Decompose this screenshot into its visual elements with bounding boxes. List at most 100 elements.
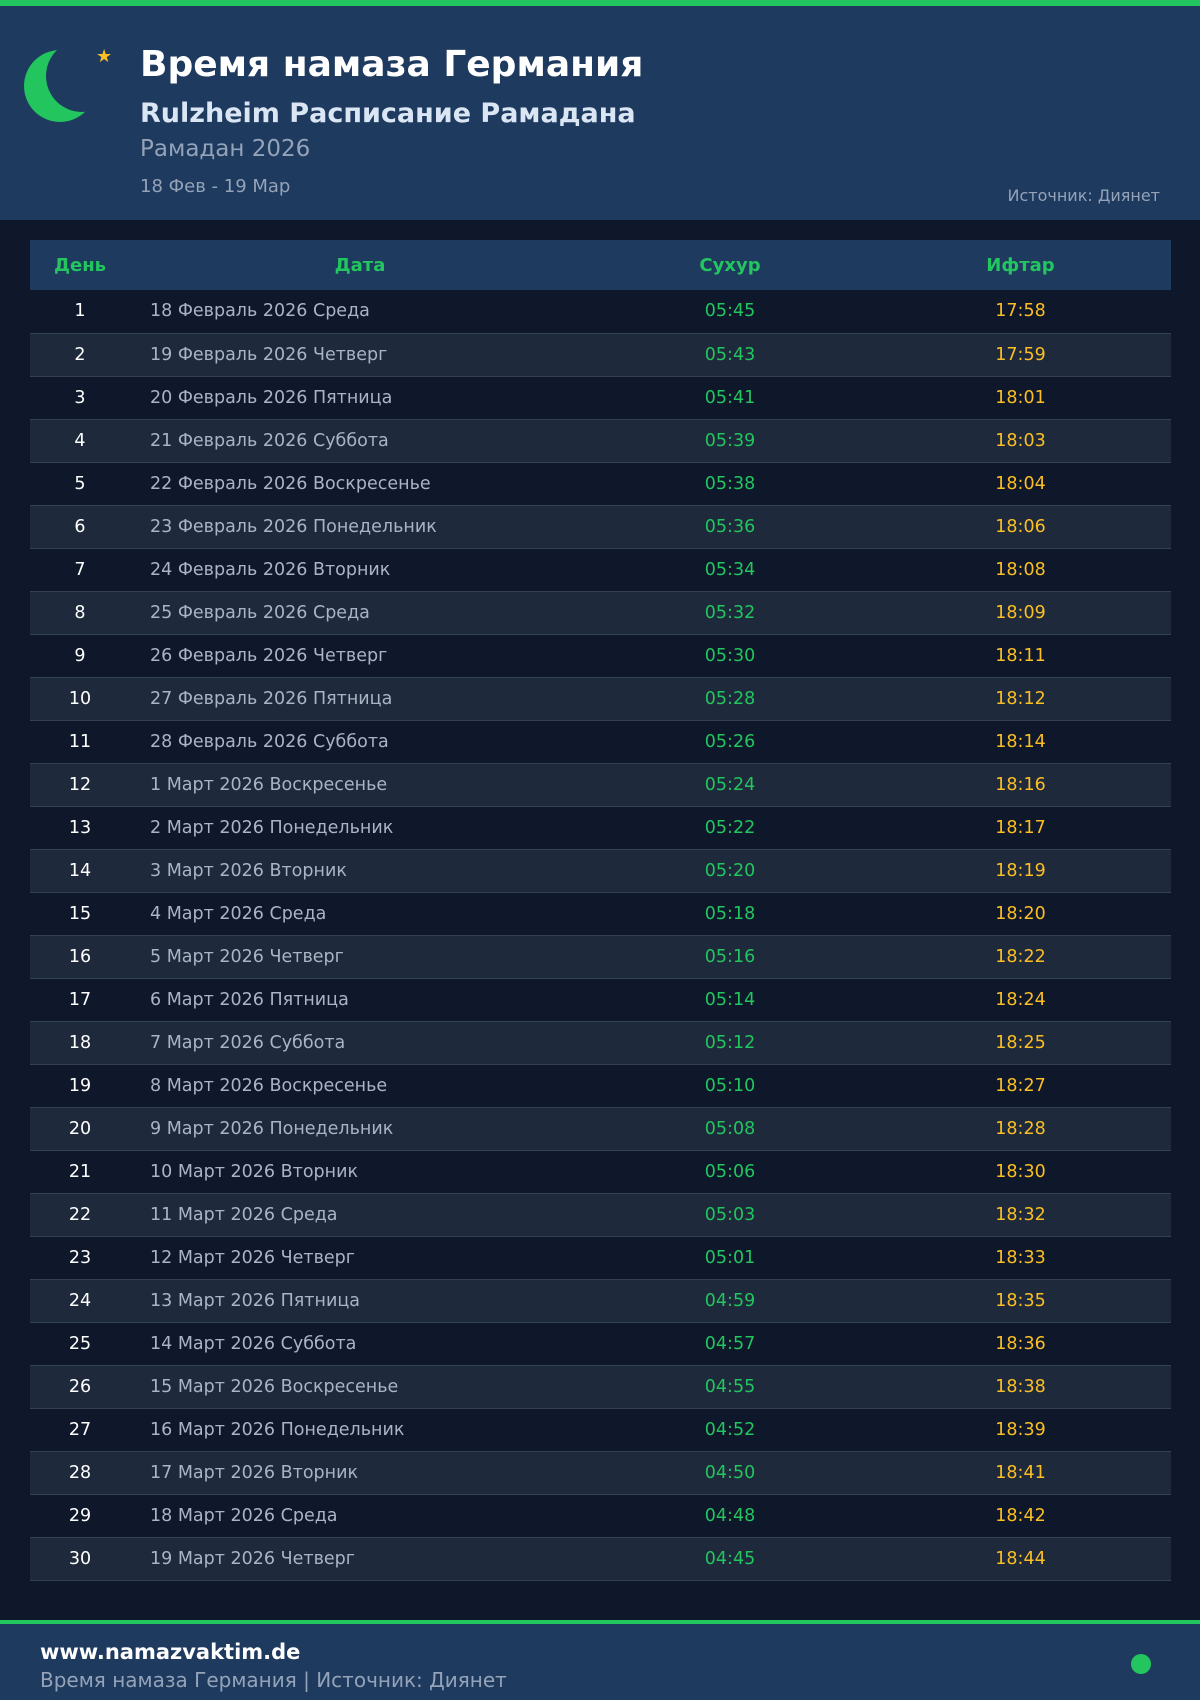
suhur-cell: 05:28 [590, 677, 870, 721]
date-cell: 17 Март 2026 Вторник [130, 1451, 590, 1495]
column-header-iftar: Ифтар [870, 240, 1171, 290]
date-cell: 1 Март 2026 Воскресенье [130, 763, 590, 807]
iftar-cell: 18:25 [870, 1021, 1171, 1065]
suhur-cell: 05:10 [590, 1064, 870, 1108]
suhur-cell: 05:22 [590, 806, 870, 850]
date-cell: 28 Февраль 2026 Суббота [130, 720, 590, 764]
suhur-cell: 05:03 [590, 1193, 870, 1237]
suhur-cell: 04:55 [590, 1365, 870, 1409]
header: ★ Время намаза Германия Rulzheim Расписа… [0, 6, 1200, 220]
column-header-suhur: Сухур [590, 240, 870, 290]
iftar-cell: 18:03 [870, 419, 1171, 463]
iftar-cell: 18:01 [870, 376, 1171, 420]
date-range: 18 Фев - 19 Мар [140, 176, 291, 197]
suhur-cell: 04:52 [590, 1408, 870, 1452]
day-cell: 1 [30, 290, 130, 334]
suhur-cell: 05:43 [590, 333, 870, 377]
iftar-cell: 18:24 [870, 978, 1171, 1022]
date-cell: 7 Март 2026 Суббота [130, 1021, 590, 1065]
date-cell: 12 Март 2026 Четверг [130, 1236, 590, 1280]
suhur-cell: 05:14 [590, 978, 870, 1022]
suhur-cell: 05:41 [590, 376, 870, 420]
table-row: 18 7 Март 2026 Суббота 05:12 18:25 [30, 1021, 1171, 1065]
table-row: 9 26 Февраль 2026 Четверг 05:30 18:11 [30, 634, 1171, 678]
day-cell: 17 [30, 978, 130, 1022]
suhur-cell: 05:26 [590, 720, 870, 764]
iftar-cell: 18:42 [870, 1494, 1171, 1538]
suhur-cell: 05:12 [590, 1021, 870, 1065]
table-row: 25 14 Март 2026 Суббота 04:57 18:36 [30, 1322, 1171, 1366]
table-row: 30 19 Март 2026 Четверг 04:45 18:44 [30, 1537, 1171, 1581]
iftar-cell: 18:09 [870, 591, 1171, 635]
iftar-cell: 18:30 [870, 1150, 1171, 1194]
day-cell: 7 [30, 548, 130, 592]
suhur-cell: 04:45 [590, 1537, 870, 1581]
table-row: 7 24 Февраль 2026 Вторник 05:34 18:08 [30, 548, 1171, 592]
iftar-cell: 18:35 [870, 1279, 1171, 1323]
date-cell: 5 Март 2026 Четверг [130, 935, 590, 979]
iftar-cell: 18:27 [870, 1064, 1171, 1108]
iftar-cell: 18:28 [870, 1107, 1171, 1151]
iftar-cell: 18:14 [870, 720, 1171, 764]
table-row: 12 1 Март 2026 Воскресенье 05:24 18:16 [30, 763, 1171, 807]
day-cell: 21 [30, 1150, 130, 1194]
table-row: 24 13 Март 2026 Пятница 04:59 18:35 [30, 1279, 1171, 1323]
iftar-cell: 18:39 [870, 1408, 1171, 1452]
table-row: 16 5 Март 2026 Четверг 05:16 18:22 [30, 935, 1171, 979]
footer: www.namazvaktim.de Время намаза Германия… [0, 1624, 1200, 1700]
table-row: 19 8 Март 2026 Воскресенье 05:10 18:27 [30, 1064, 1171, 1108]
date-cell: 20 Февраль 2026 Пятница [130, 376, 590, 420]
suhur-cell: 05:39 [590, 419, 870, 463]
date-cell: 19 Март 2026 Четверг [130, 1537, 590, 1581]
day-cell: 27 [30, 1408, 130, 1452]
suhur-cell: 04:57 [590, 1322, 870, 1366]
iftar-cell: 18:33 [870, 1236, 1171, 1280]
suhur-cell: 05:18 [590, 892, 870, 936]
table-row: 23 12 Март 2026 Четверг 05:01 18:33 [30, 1236, 1171, 1280]
footer-text: Время намаза Германия | Источник: Диянет [40, 1668, 507, 1692]
day-cell: 6 [30, 505, 130, 549]
page-title: Время намаза Германия [140, 44, 644, 85]
day-cell: 19 [30, 1064, 130, 1108]
iftar-cell: 18:08 [870, 548, 1171, 592]
footer-site-link[interactable]: www.namazvaktim.de [40, 1640, 301, 1664]
day-cell: 10 [30, 677, 130, 721]
table-row: 2 19 Февраль 2026 Четверг 05:43 17:59 [30, 333, 1171, 377]
date-cell: 18 Март 2026 Среда [130, 1494, 590, 1538]
suhur-cell: 05:45 [590, 290, 870, 334]
suhur-cell: 05:16 [590, 935, 870, 979]
top-accent-bar [0, 0, 1200, 6]
table-row: 22 11 Март 2026 Среда 05:03 18:32 [30, 1193, 1171, 1237]
day-cell: 12 [30, 763, 130, 807]
day-cell: 15 [30, 892, 130, 936]
table-row: 1 18 Февраль 2026 Среда 05:45 17:58 [30, 290, 1171, 334]
column-header-date: Дата [130, 240, 590, 290]
day-cell: 4 [30, 419, 130, 463]
table-row: 15 4 Март 2026 Среда 05:18 18:20 [30, 892, 1171, 936]
day-cell: 14 [30, 849, 130, 893]
day-cell: 23 [30, 1236, 130, 1280]
suhur-cell: 04:59 [590, 1279, 870, 1323]
suhur-cell: 05:30 [590, 634, 870, 678]
iftar-cell: 18:32 [870, 1193, 1171, 1237]
date-cell: 26 Февраль 2026 Четверг [130, 634, 590, 678]
suhur-cell: 05:06 [590, 1150, 870, 1194]
table-row: 5 22 Февраль 2026 Воскресенье 05:38 18:04 [30, 462, 1171, 506]
day-cell: 8 [30, 591, 130, 635]
date-cell: 3 Март 2026 Вторник [130, 849, 590, 893]
iftar-cell: 18:11 [870, 634, 1171, 678]
suhur-cell: 04:48 [590, 1494, 870, 1538]
suhur-cell: 05:36 [590, 505, 870, 549]
footer-accent-line [0, 1620, 1200, 1624]
table-row: 8 25 Февраль 2026 Среда 05:32 18:09 [30, 591, 1171, 635]
date-cell: 11 Март 2026 Среда [130, 1193, 590, 1237]
day-cell: 3 [30, 376, 130, 420]
table-row: 27 16 Март 2026 Понедельник 04:52 18:39 [30, 1408, 1171, 1452]
iftar-cell: 18:19 [870, 849, 1171, 893]
iftar-cell: 18:22 [870, 935, 1171, 979]
suhur-cell: 05:24 [590, 763, 870, 807]
day-cell: 22 [30, 1193, 130, 1237]
status-dot-icon [1131, 1654, 1151, 1674]
suhur-cell: 05:32 [590, 591, 870, 635]
day-cell: 20 [30, 1107, 130, 1151]
